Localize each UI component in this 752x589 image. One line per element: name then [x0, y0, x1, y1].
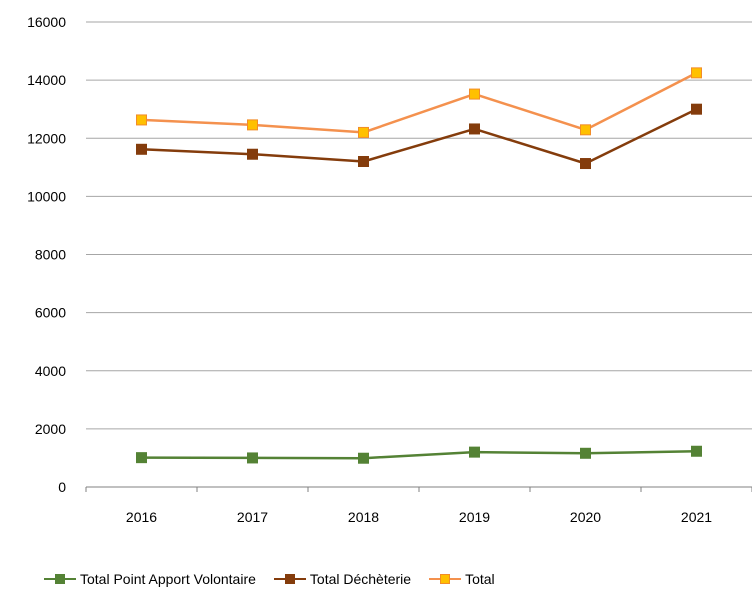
data-point: [358, 452, 369, 464]
data-point: [691, 67, 702, 79]
data-point: [358, 126, 369, 138]
series-0: [136, 445, 702, 464]
x-tick-label: 2020: [570, 509, 601, 525]
data-point: [136, 114, 147, 126]
x-axis-tick-labels: 2016 2017 2018 2019 2020 2021: [126, 509, 712, 525]
y-tick-label: 0: [58, 479, 66, 495]
y-tick-label: 4000: [35, 363, 66, 379]
data-point: [247, 452, 258, 464]
legend-label: Total: [465, 571, 495, 587]
series-line: [141, 71, 698, 134]
series-line: [141, 108, 698, 165]
series-line: [141, 450, 697, 460]
y-axis-tick-labels: 0 2000 4000 6000 8000 10000 12000 14000 16000: [27, 14, 66, 495]
x-tick-label: 2017: [237, 509, 268, 525]
line-chart: 0 2000 4000 6000 8000 10000 12000 14000 16000 20…: [27, 14, 752, 525]
x-tick-label: 2018: [348, 509, 379, 525]
legend-item-total-decheterie: Total Déchèterie: [273, 571, 412, 587]
legend-swatch-brown: [273, 574, 306, 584]
data-point: [469, 123, 480, 135]
data-point: [247, 148, 258, 160]
y-tick-label: 14000: [27, 72, 66, 88]
data-point: [580, 124, 591, 136]
data-point: [691, 445, 702, 457]
data-point: [469, 88, 480, 100]
legend-item-total: Total: [429, 571, 495, 587]
legend-swatch-orange: [429, 574, 462, 584]
y-tick-label: 6000: [35, 305, 66, 321]
x-axis: [85, 486, 752, 492]
y-tick-label: 16000: [27, 14, 66, 30]
data-point: [247, 119, 258, 131]
x-tick-label: 2021: [681, 509, 712, 525]
data-point: [136, 143, 147, 155]
y-tick-label: 8000: [35, 247, 66, 263]
legend: Total Point Apport Volontaire Total Déch…: [44, 569, 495, 589]
data-point: [358, 156, 369, 167]
series-1: [136, 103, 702, 170]
legend-label: Total Point Apport Volontaire: [80, 571, 256, 587]
x-tick-label: 2019: [459, 509, 490, 525]
legend-item-total-point-apport-volontaire: Total Point Apport Volontaire: [44, 571, 256, 587]
y-tick-label: 12000: [27, 130, 66, 146]
series-lines: [136, 67, 702, 464]
data-point: [580, 447, 591, 459]
series-2: [136, 67, 702, 138]
data-point: [469, 446, 480, 458]
y-tick-label: 2000: [35, 421, 66, 437]
data-point: [580, 158, 591, 170]
legend-swatch-green: [44, 574, 76, 584]
gridlines: [86, 21, 752, 430]
legend-label: Total Déchèterie: [309, 571, 412, 587]
x-tick-label: 2016: [126, 509, 157, 525]
data-point: [691, 103, 702, 115]
y-tick-label: 10000: [27, 188, 66, 204]
data-point: [136, 452, 147, 464]
